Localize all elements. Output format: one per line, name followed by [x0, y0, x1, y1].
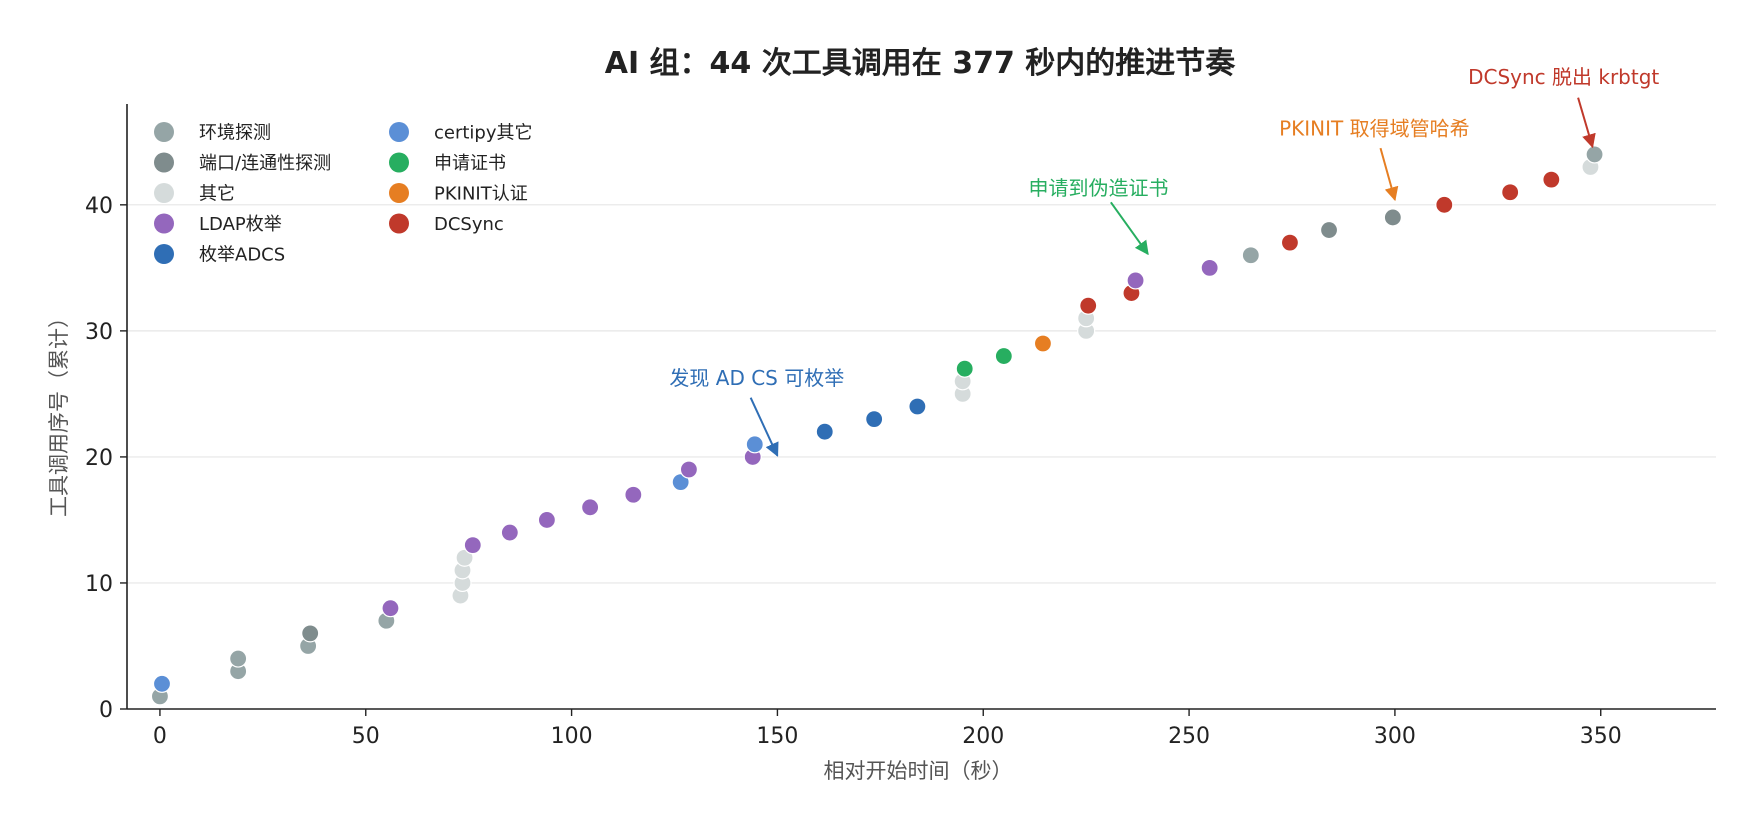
annotation-arrow	[749, 397, 779, 457]
y-tick-label: 30	[85, 320, 113, 345]
data-point-adcs	[908, 397, 927, 416]
legend-label: 枚举ADCS	[199, 245, 285, 266]
legend-marker	[389, 122, 409, 142]
data-point-other	[455, 548, 474, 567]
data-point-req	[994, 346, 1013, 366]
legend-label: 申请证书	[434, 153, 506, 174]
annotation-arrow	[1577, 97, 1596, 149]
legend-label: LDAP枚举	[199, 214, 282, 235]
legend-marker	[389, 183, 409, 203]
grid-lines	[127, 204, 1716, 584]
x-tick-label: 50	[352, 724, 380, 749]
legend-marker	[389, 213, 409, 234]
legend-label: certipy其它	[434, 123, 533, 144]
legend-marker	[389, 152, 409, 173]
legend-marker	[154, 213, 174, 234]
y-tick-label: 0	[99, 698, 113, 723]
x-tick-label: 200	[962, 724, 1004, 749]
data-point-ldap	[463, 536, 482, 555]
x-tick-label: 0	[153, 724, 167, 749]
data-point-req	[955, 359, 974, 378]
data-point-certipy	[745, 435, 764, 454]
legend-marker	[154, 183, 174, 203]
legend-marker	[154, 122, 174, 142]
x-tick-label: 250	[1168, 724, 1210, 749]
y-axis-label: 工具调用序号（累计）	[47, 307, 71, 517]
x-tick-label: 300	[1374, 724, 1416, 749]
data-points	[150, 145, 1604, 706]
data-point-ldap	[624, 485, 643, 504]
x-axis-label: 相对开始时间（秒）	[824, 759, 1013, 783]
data-point-adcs	[865, 410, 884, 429]
legend-label: 端口/连通性探测	[199, 153, 331, 174]
tick-labels: 0 50 100 150 200 250 300 350 0 10 20 30 40	[85, 194, 1622, 749]
data-point-ldap	[381, 599, 400, 618]
data-point-certipy	[152, 674, 172, 693]
x-tick-label: 100	[551, 724, 593, 749]
data-point-ldap	[581, 498, 600, 517]
annotation-arrow	[1110, 201, 1149, 256]
legend-label: 其它	[199, 184, 235, 205]
legend-marker	[154, 152, 174, 173]
data-point-dcsync	[1542, 170, 1561, 189]
annotation-text: 发现 AD CS 可枚举	[669, 366, 844, 390]
annotation-text: 申请到伪造证书	[1029, 176, 1169, 200]
data-point-port	[1383, 208, 1402, 227]
data-point-port	[301, 624, 320, 643]
data-point-ldap	[537, 510, 556, 530]
legend-marker	[154, 244, 174, 264]
data-point-dcsync	[1280, 233, 1300, 252]
data-point-dcsync	[1435, 195, 1454, 214]
annotation-arrow	[1379, 147, 1399, 202]
legend-label: PKINIT认证	[434, 184, 528, 205]
annotation-text: DCSync 脱出 krbtgt	[1468, 65, 1659, 89]
data-point-ldap	[1126, 271, 1145, 290]
chart-title: AI 组：44 次工具调用在 377 秒内的推进节奏	[605, 46, 1237, 81]
data-point-port	[1319, 220, 1339, 240]
data-point-ldap	[679, 460, 699, 479]
data-point-env	[229, 649, 248, 668]
x-tick-label: 350	[1580, 724, 1622, 749]
data-point-dcsync	[1079, 296, 1098, 315]
y-tick-label: 20	[85, 446, 113, 471]
annotation-text: PKINIT 取得域管哈希	[1279, 117, 1470, 141]
data-point-adcs	[815, 422, 834, 441]
legend-label: DCSync	[434, 214, 504, 235]
legend-label: 环境探测	[199, 123, 271, 144]
y-tick-label: 10	[85, 572, 113, 597]
x-tick-label: 150	[756, 724, 798, 749]
data-point-pkinit	[1033, 334, 1053, 353]
data-point-dcsync	[1501, 183, 1520, 202]
data-point-certipy	[671, 473, 690, 492]
data-point-env	[1241, 246, 1260, 265]
data-point-ldap	[1200, 258, 1219, 277]
y-tick-label: 40	[85, 194, 113, 219]
data-point-ldap	[500, 523, 519, 542]
data-point-env	[1585, 145, 1604, 164]
annotations: 发现 AD CS 可枚举 申请到伪造证书 PKINIT 取得域管哈希 DCSync 脱…	[669, 65, 1659, 457]
